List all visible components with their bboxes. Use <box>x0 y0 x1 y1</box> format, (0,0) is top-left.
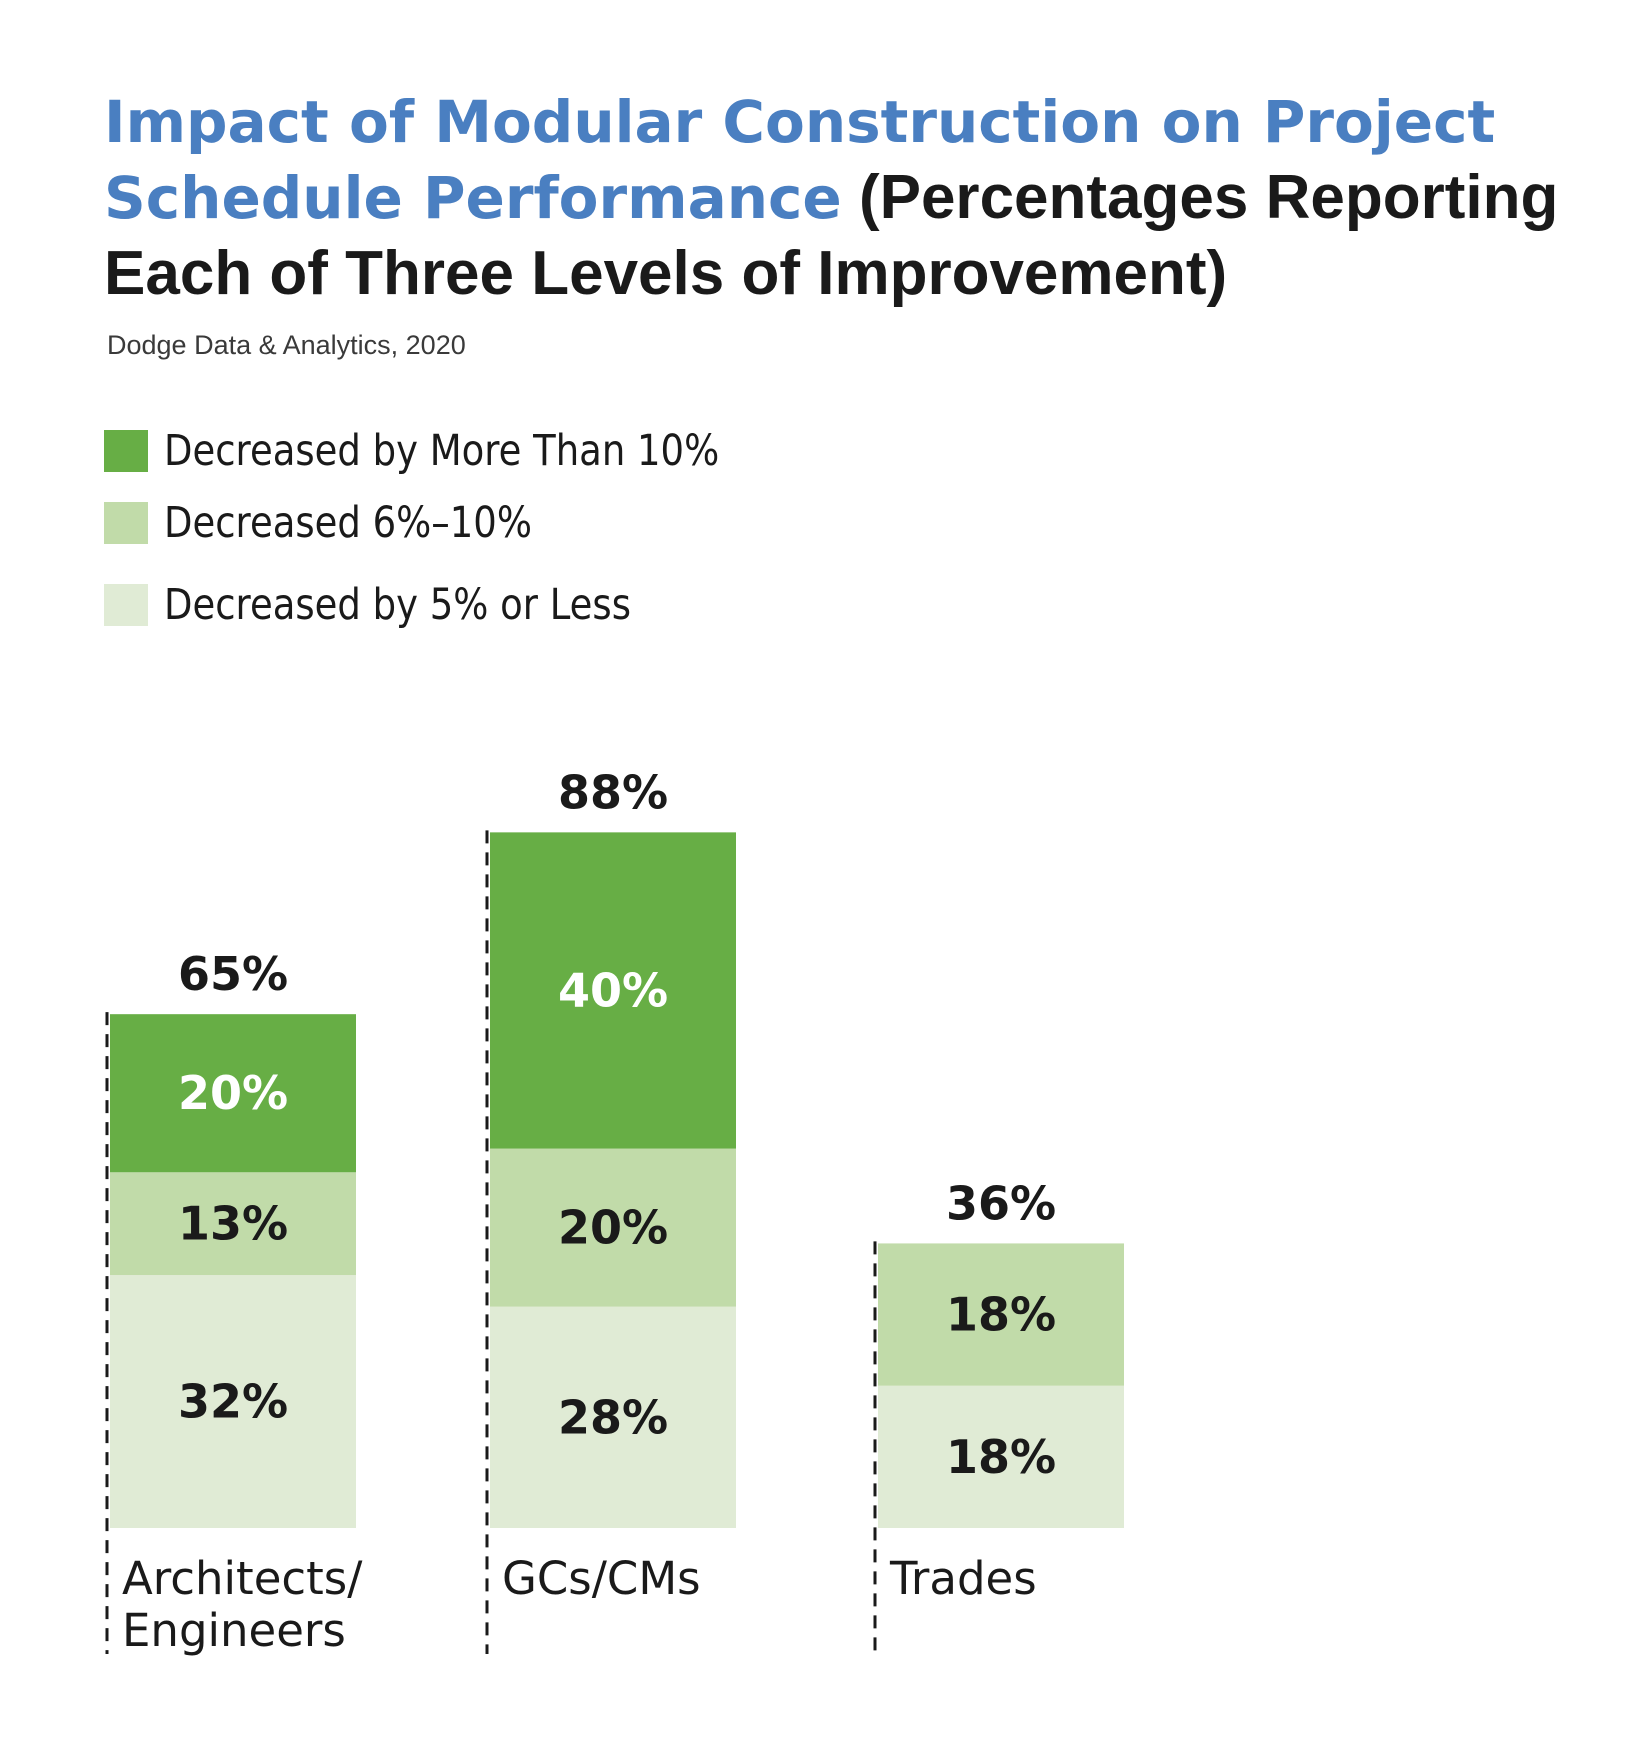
legend-swatch <box>104 430 148 472</box>
chart-title-suffix: (Percentages Reporting Each of Three Lev… <box>104 163 1559 308</box>
chart-source: Dodge Data & Analytics, 2020 <box>107 330 466 360</box>
bar-segment <box>110 1275 356 1528</box>
category-label-line: Engineers <box>122 1604 346 1657</box>
bar-segment-label: 40% <box>558 963 668 1017</box>
category-label: GCs/CMs <box>502 1552 701 1605</box>
bar-segment-label: 20% <box>178 1066 288 1120</box>
bar-segment <box>490 832 736 1149</box>
category-label: Architects/Engineers <box>122 1552 363 1657</box>
bar-segment <box>490 1306 736 1528</box>
bar-segment <box>110 1172 356 1276</box>
legend-label: Decreased 6%–10% <box>164 498 532 548</box>
bar-segment-label: 13% <box>178 1197 288 1251</box>
category-label-line: Architects/ <box>122 1552 363 1605</box>
category-label-line: Trades <box>889 1552 1037 1605</box>
bar-segment-label: 18% <box>946 1288 1056 1342</box>
bar-segment <box>110 1014 356 1173</box>
bar-segment <box>878 1243 1124 1386</box>
chart-title-main: Impact of Modular Construction on Projec… <box>104 88 1496 232</box>
bar-segment-label: 18% <box>946 1430 1056 1484</box>
legend-swatch <box>104 584 148 626</box>
category-label-line: GCs/CMs <box>502 1552 701 1605</box>
bar-segment <box>490 1148 736 1307</box>
bar-total-label: 36% <box>946 1176 1056 1230</box>
bar-segment-label: 32% <box>178 1375 288 1429</box>
bar-segment-label: 20% <box>558 1201 668 1255</box>
legend-swatch <box>104 502 148 544</box>
bar-total-label: 65% <box>178 947 288 1001</box>
legend-label: Decreased by 5% or Less <box>164 580 631 630</box>
legend-label: Decreased by More Than 10% <box>164 426 720 476</box>
bar-segment <box>878 1385 1124 1528</box>
category-label: Trades <box>889 1552 1037 1605</box>
bar-segment-label: 28% <box>558 1390 668 1444</box>
chart-title: Impact of Modular Construction on Projec… <box>104 84 1584 312</box>
bar-total-label: 88% <box>558 765 668 819</box>
